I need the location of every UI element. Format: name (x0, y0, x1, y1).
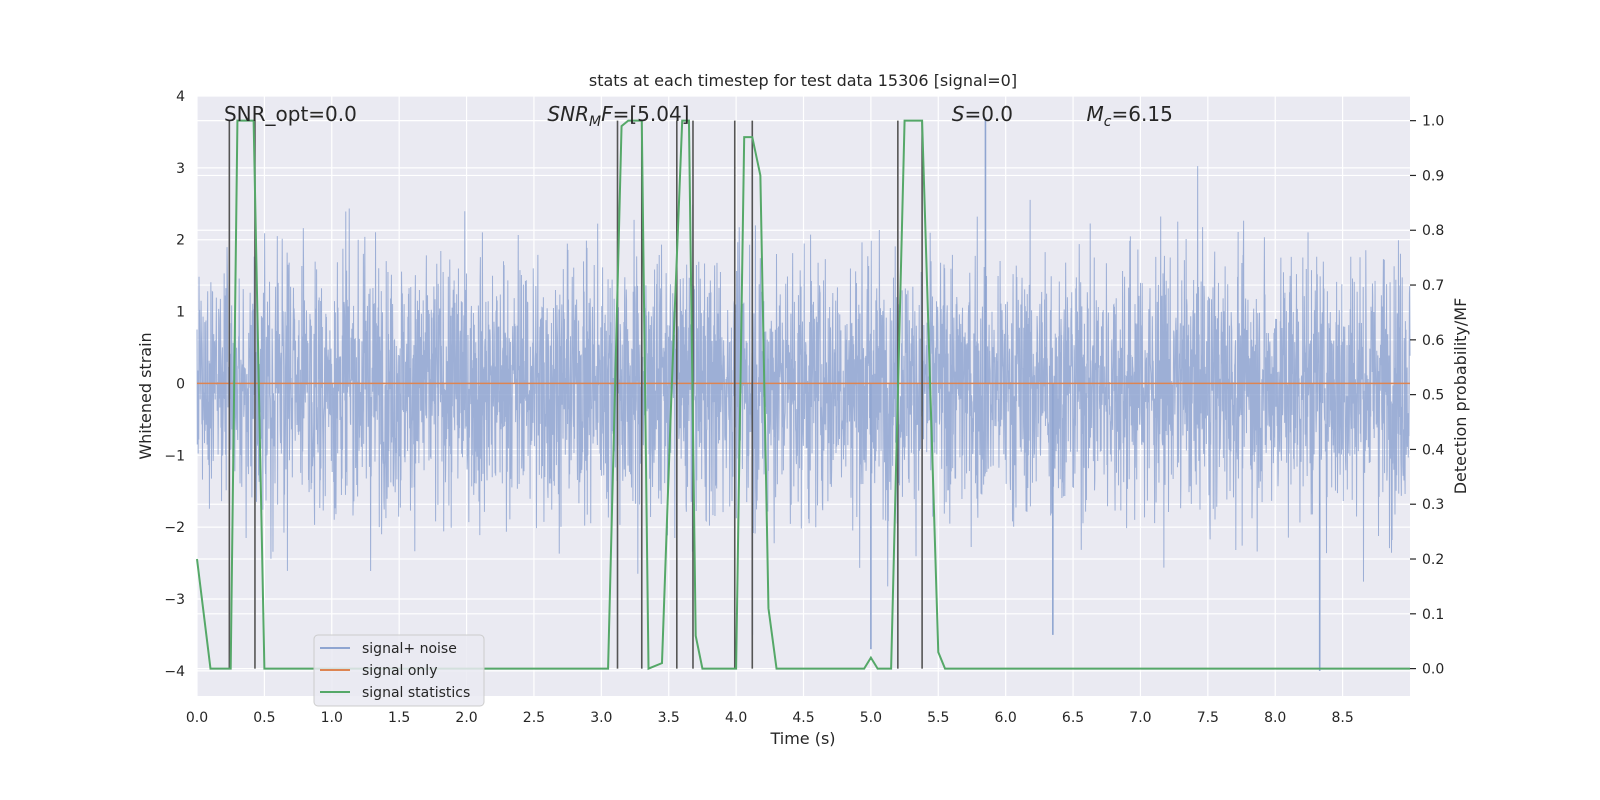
y-tick-label: 3 (176, 161, 185, 177)
y-axis-label: Whitened strain (136, 332, 155, 459)
y-tick-label: 0 (176, 376, 185, 392)
legend-label-2: signal statistics (362, 685, 470, 701)
legend: signal+ noise signal only signal statistic… (313, 634, 485, 707)
x-tick-label: 1.5 (388, 710, 410, 726)
y-tick-label: −3 (164, 592, 185, 608)
annotation-snr-opt: SNR_opt=0.0 (224, 102, 357, 126)
y2-tick-label: 1.0 (1422, 114, 1444, 130)
x-tick-label: 7.5 (1197, 710, 1219, 726)
x-tick-label: 8.5 (1331, 710, 1353, 726)
x-tick-label: 6.0 (995, 710, 1017, 726)
annotation-mc-value: Mc=6.15 (1087, 102, 1173, 130)
x-tick-label: 3.5 (658, 710, 680, 726)
y2-tick-label: 0.3 (1422, 497, 1444, 513)
y-tick-labels: −4 −3 −2 −1 0 1 2 3 4 (164, 89, 185, 680)
y-tick-label: −2 (164, 520, 185, 536)
y2-tick-label: 0.4 (1422, 442, 1444, 458)
annotation-snr-mf: SNRMF=[5.04] (547, 102, 689, 130)
x-tick-label: 4.0 (725, 710, 747, 726)
y-tick-label: 2 (176, 233, 185, 249)
y2-tick-label: 0.2 (1422, 552, 1444, 568)
y2-tick-label: 0.7 (1422, 278, 1444, 294)
y2-tick-label: 0.9 (1422, 168, 1444, 184)
y2-tick-label: 0.5 (1422, 388, 1444, 404)
legend-label-0: signal+ noise (362, 641, 457, 657)
y2-tick-label: 0.8 (1422, 223, 1444, 239)
y-tick-label: 4 (176, 89, 185, 105)
x-tick-label: 5.0 (860, 710, 882, 726)
x-tick-labels: 0.0 0.5 1.0 1.5 2.0 2.5 3.0 3.5 4.0 4.5 5.0 5.5 6.0 6… (186, 710, 1354, 726)
y-tick-label: 1 (176, 305, 185, 321)
chart-title: stats at each timestep for test data 153… (589, 71, 1017, 90)
y-tick-label: −4 (164, 664, 185, 680)
x-tick-label: 4.5 (792, 710, 814, 726)
annotations: SNR_opt=0.0 SNRMF=[5.04] S=0.0 Mc=6.15 (224, 102, 1173, 130)
y-tick-label: −1 (164, 448, 185, 464)
y2-tick-label: 0.1 (1422, 607, 1444, 623)
x-tick-label: 2.0 (455, 710, 477, 726)
legend-box (313, 634, 485, 707)
y2-tick-label: 0.0 (1422, 662, 1444, 678)
x-tick-label: 8.0 (1264, 710, 1286, 726)
y2-axis-label: Detection probability/MF (1451, 298, 1470, 495)
x-tick-label: 7.0 (1129, 710, 1151, 726)
x-tick-label: 1.0 (321, 710, 343, 726)
x-tick-label: 2.5 (523, 710, 545, 726)
x-tick-label: 0.0 (186, 710, 208, 726)
x-tick-label: 5.5 (927, 710, 949, 726)
x-axis-label: Time (s) (769, 729, 835, 748)
legend-label-1: signal only (362, 663, 437, 679)
x-tick-label: 3.0 (590, 710, 612, 726)
noise-trace (196, 166, 1411, 587)
y2-tick-labels: 0.0 0.1 0.2 0.3 0.4 0.5 0.6 0.7 0.8 0.9 1.0 (1410, 114, 1444, 678)
x-tick-label: 0.5 (253, 710, 275, 726)
x-tick-label: 6.5 (1062, 710, 1084, 726)
y2-tick-label: 0.6 (1422, 333, 1444, 349)
annotation-s-value: S=0.0 (952, 102, 1013, 126)
